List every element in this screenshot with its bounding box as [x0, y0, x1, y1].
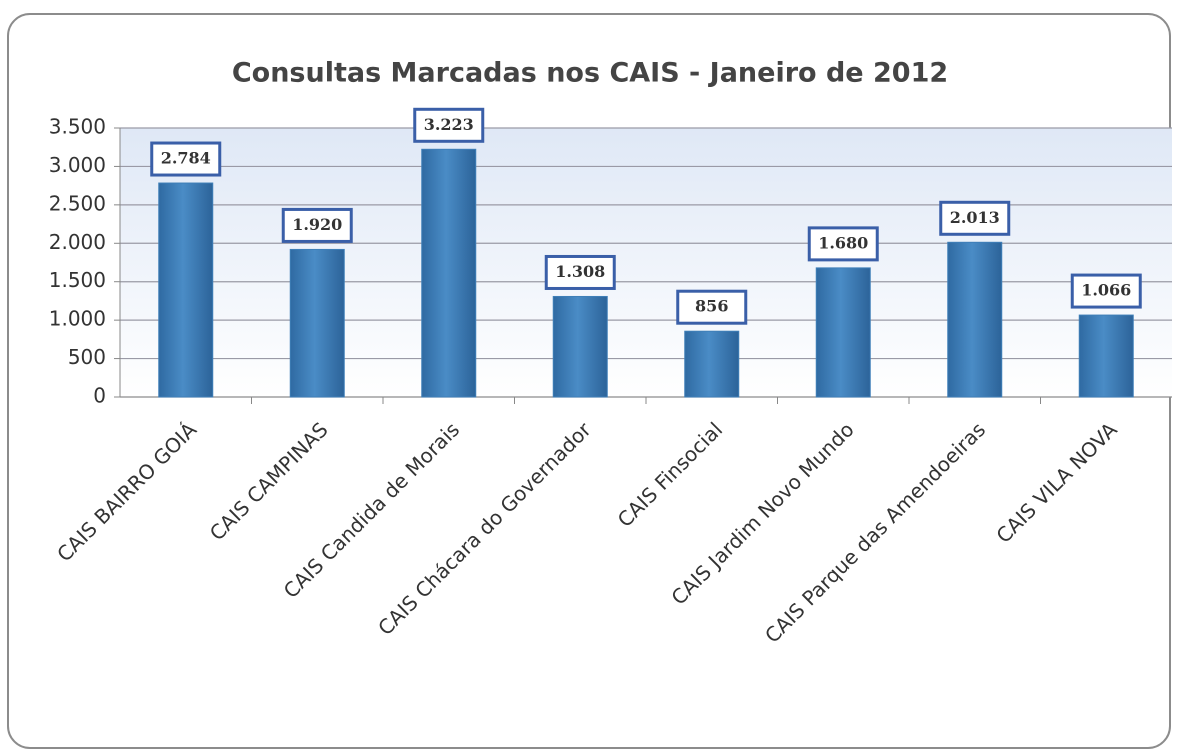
y-tick-label: 2.500	[49, 191, 106, 215]
value-label-box	[676, 289, 748, 325]
y-tick-label: 3.500	[49, 115, 106, 139]
value-label: 1.066	[1081, 281, 1131, 300]
value-label: 2.013	[950, 208, 1000, 227]
value-label: 1.308	[555, 262, 605, 281]
bar	[289, 248, 345, 398]
y-tick-label: 0	[93, 384, 106, 408]
bar	[684, 330, 740, 398]
y-tick-label: 2.000	[49, 230, 106, 254]
bar	[421, 148, 477, 398]
bar	[552, 295, 608, 398]
y-tick-label: 1.500	[49, 268, 106, 292]
value-label-box	[150, 141, 222, 177]
y-tick-label: 3.000	[49, 153, 106, 177]
value-label: 1.920	[292, 215, 342, 234]
value-label: 856	[695, 297, 728, 316]
value-label: 2.784	[161, 149, 211, 168]
plot-area	[120, 128, 1172, 397]
bar	[1078, 314, 1134, 398]
bar	[947, 241, 1003, 398]
chart-title: Consultas Marcadas nos CAIS - Janeiro de…	[232, 58, 948, 89]
value-label: 3.223	[424, 115, 474, 134]
y-tick-label: 1.000	[49, 307, 106, 331]
value-label-box	[1070, 273, 1142, 309]
value-label: 1.680	[818, 233, 868, 252]
value-label-box	[413, 107, 485, 143]
value-label-box	[939, 200, 1011, 236]
bar	[158, 182, 214, 398]
value-label-box	[807, 226, 879, 262]
value-label-box	[281, 207, 353, 243]
y-tick-label: 500	[68, 345, 106, 369]
bar	[815, 267, 871, 398]
value-label-box	[544, 254, 616, 290]
